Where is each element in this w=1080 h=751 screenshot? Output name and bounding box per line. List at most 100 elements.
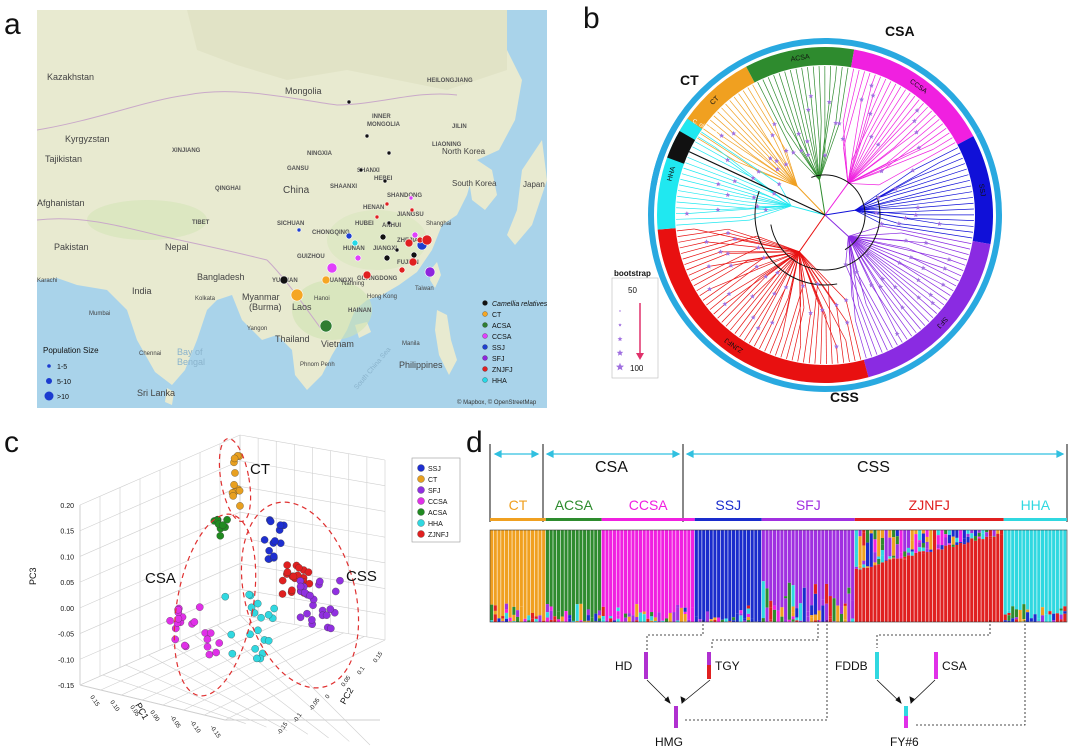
structure-bar-segment	[865, 530, 870, 543]
tree-branch	[899, 262, 951, 296]
map-label: Phnom Penh	[300, 362, 335, 368]
structure-bar-segment	[910, 540, 914, 550]
structure-bar-segment	[813, 620, 817, 622]
structure-bar	[947, 544, 951, 622]
structure-bar-segment	[739, 615, 743, 622]
structure-bar	[992, 536, 996, 622]
structure-bar	[981, 539, 985, 622]
structure-bar	[676, 530, 680, 605]
region-label: NINGXIA	[307, 151, 333, 157]
region-label: LIAONING	[432, 142, 462, 148]
structure-bar-segment	[977, 532, 981, 537]
tree-branch	[848, 236, 896, 288]
structure-bar-segment	[743, 618, 747, 621]
tree-branch	[688, 266, 710, 276]
structure-bar-segment	[906, 530, 911, 548]
structure-bar-segment	[597, 615, 602, 619]
map-label: (Burma)	[249, 302, 282, 312]
structure-bar-segment	[966, 536, 970, 543]
bootstrap-star	[916, 145, 922, 150]
structure-bar-segment	[877, 558, 881, 565]
pca-point	[212, 648, 220, 657]
structure-bar	[772, 530, 777, 606]
structure-bar-segment	[936, 548, 940, 550]
structure-bar	[679, 530, 683, 608]
bootstrap-star	[836, 120, 842, 126]
pca-point	[265, 547, 273, 555]
tree-branch	[835, 66, 843, 124]
pca-point	[278, 590, 287, 598]
structure-bar-segment	[717, 617, 721, 622]
pca-point	[257, 614, 265, 622]
pca-gridline	[148, 654, 288, 731]
map-label: Manila	[402, 341, 420, 347]
sample-point	[382, 178, 388, 184]
structure-bar	[821, 530, 825, 600]
fy6-bar-bottom	[904, 716, 908, 728]
bootstrap-star	[942, 265, 948, 271]
structure-bar-segment	[851, 600, 855, 619]
map-label: Thailand	[275, 334, 310, 344]
panel-letter-a: a	[4, 8, 21, 41]
structure-bar-segment	[880, 549, 884, 556]
structure-bar-segment	[657, 612, 661, 622]
structure-bar-segment	[743, 620, 747, 622]
bootstrap-star	[928, 292, 934, 297]
structure-bar	[854, 568, 858, 622]
tree-branch	[687, 156, 775, 194]
structure-bar	[929, 551, 933, 622]
structure-bar	[724, 530, 728, 619]
region-label: HENAN	[363, 205, 384, 211]
structure-bar-segment	[545, 617, 549, 622]
tree-branch	[739, 317, 754, 338]
pca-point	[276, 521, 285, 529]
structure-bar-segment	[1026, 609, 1030, 613]
structure-bar-segment	[661, 620, 665, 622]
structure-bar-segment	[512, 621, 516, 622]
structure-bar-segment	[936, 535, 940, 545]
structure-bar	[664, 530, 669, 619]
pca-point	[316, 577, 324, 586]
bootstrap-star	[725, 251, 731, 256]
structure-bar	[575, 530, 579, 605]
structure-bar-segment	[601, 606, 605, 617]
tree-branch	[694, 228, 800, 253]
structure-bar-segment	[787, 619, 791, 622]
group-legend-marker	[482, 355, 488, 361]
pca-legend-label: ZJNFJ	[428, 532, 449, 539]
structure-bar	[683, 530, 687, 608]
bootstrap-star	[763, 274, 769, 279]
structure-bar-segment	[888, 530, 892, 538]
structure-bar-segment	[650, 620, 654, 622]
structure-bar-segment	[936, 530, 940, 536]
bootstrap-star	[706, 263, 712, 269]
structure-bar-segment	[880, 530, 884, 538]
structure-bar-segment	[616, 611, 620, 616]
outgroup-branch	[688, 151, 826, 216]
structure-group-underline	[694, 518, 762, 521]
structure-bar-segment	[735, 613, 739, 622]
structure-bar-segment	[918, 547, 922, 552]
tree-branch	[810, 96, 820, 180]
clade-sector-acsa	[746, 46, 855, 83]
region-label: SICHUAN	[277, 221, 304, 227]
map-label: Myanmar	[242, 292, 280, 302]
tree-branch	[820, 309, 823, 364]
sample-point	[408, 257, 418, 267]
structure-bar-segment	[858, 568, 862, 570]
structure-bar-segment	[817, 610, 821, 621]
structure-bar	[951, 546, 955, 622]
tree-branch	[895, 286, 930, 322]
pca-point	[264, 637, 273, 645]
structure-bar	[746, 530, 750, 606]
structure-bar	[739, 530, 743, 611]
bootstrap-star	[767, 155, 773, 161]
tree-branch	[916, 103, 924, 111]
structure-bar-segment	[609, 615, 613, 619]
structure-bar-segment	[583, 621, 587, 622]
structure-bar	[973, 540, 978, 622]
pca-point	[251, 645, 259, 653]
region-label: JIANGSU	[397, 212, 424, 218]
tree-branch	[761, 138, 798, 187]
structure-bar-segment	[601, 619, 605, 622]
